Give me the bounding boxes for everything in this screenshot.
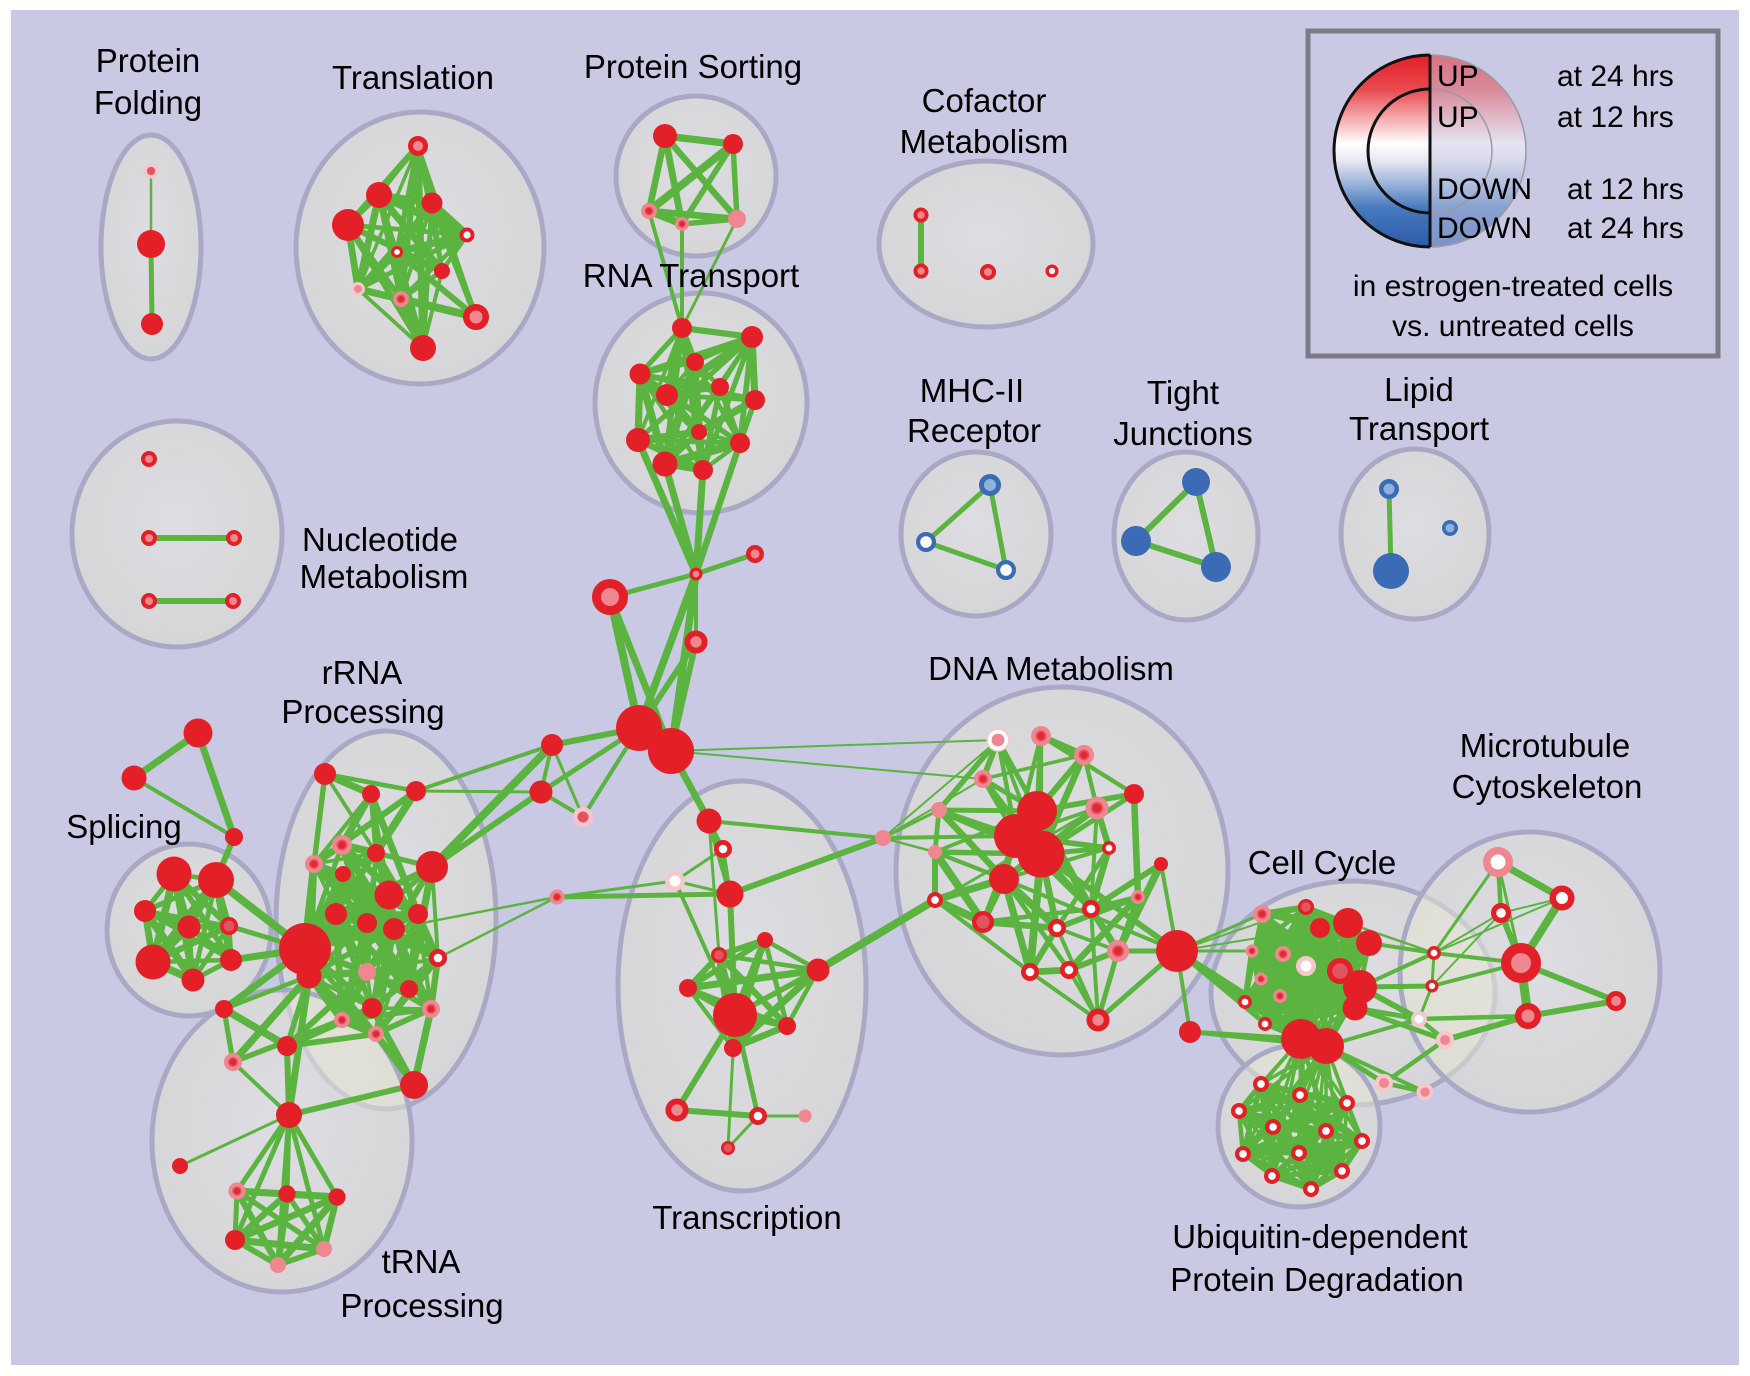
svg-text:at 24 hrs: at 24 hrs [1567,212,1684,245]
svg-text:Cofactor: Cofactor [922,82,1047,119]
svg-text:Folding: Folding [94,84,202,121]
svg-text:Microtubule: Microtubule [1460,727,1631,764]
svg-text:RNA Transport: RNA Transport [583,257,799,294]
svg-text:Junctions: Junctions [1113,415,1252,452]
svg-text:MHC-II: MHC-II [920,372,1024,409]
svg-text:Processing: Processing [340,1287,503,1324]
svg-text:DNA Metabolism: DNA Metabolism [928,650,1174,687]
svg-text:Transport: Transport [1349,410,1489,447]
svg-text:DOWN: DOWN [1437,173,1532,206]
svg-text:at 12 hrs: at 12 hrs [1557,101,1674,134]
svg-text:Tight: Tight [1147,374,1219,411]
svg-text:vs. untreated cells: vs. untreated cells [1392,310,1634,343]
svg-text:UP: UP [1437,101,1479,134]
svg-text:tRNA: tRNA [382,1243,461,1280]
svg-text:Protein Degradation: Protein Degradation [1170,1261,1464,1298]
svg-text:Splicing: Splicing [66,808,182,845]
svg-text:Lipid: Lipid [1384,371,1454,408]
svg-text:Cell Cycle: Cell Cycle [1248,844,1397,881]
svg-text:Transcription: Transcription [652,1199,842,1236]
svg-text:rRNA: rRNA [322,654,403,691]
svg-text:DOWN: DOWN [1437,212,1532,245]
svg-text:Processing: Processing [281,693,444,730]
svg-text:Protein: Protein [96,42,201,79]
svg-text:Translation: Translation [332,59,494,96]
svg-text:Protein Sorting: Protein Sorting [584,48,802,85]
svg-text:Receptor: Receptor [907,412,1041,449]
svg-text:Cytoskeleton: Cytoskeleton [1452,768,1643,805]
svg-text:at 12 hrs: at 12 hrs [1567,173,1684,206]
svg-text:Metabolism: Metabolism [300,558,469,595]
svg-text:Ubiquitin-dependent: Ubiquitin-dependent [1172,1218,1467,1255]
svg-text:in estrogen-treated cells: in estrogen-treated cells [1353,270,1673,303]
svg-text:Metabolism: Metabolism [900,123,1069,160]
svg-text:Nucleotide: Nucleotide [302,521,458,558]
svg-text:UP: UP [1437,60,1479,93]
svg-text:at 24 hrs: at 24 hrs [1557,60,1674,93]
